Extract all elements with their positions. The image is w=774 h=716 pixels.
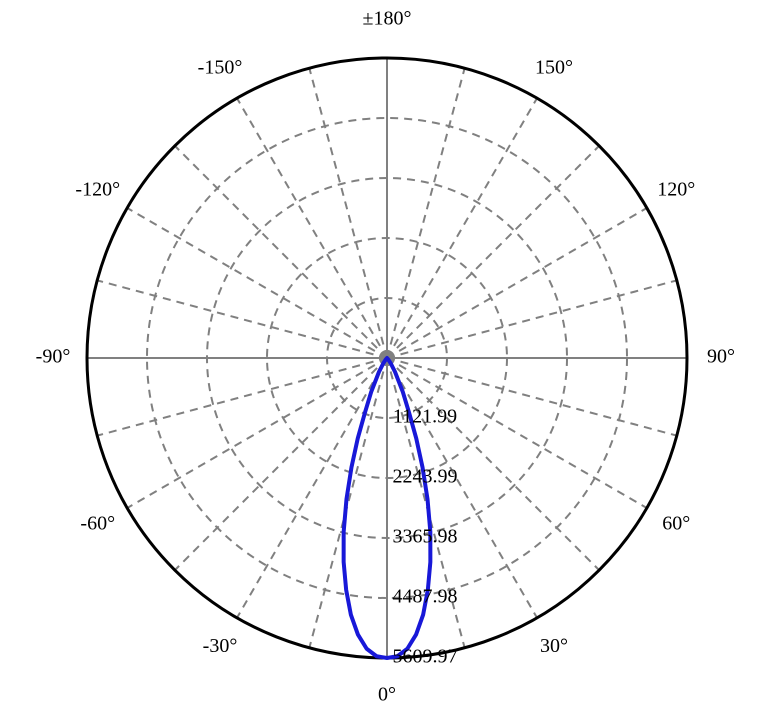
angle-tick-label: 30°: [540, 635, 568, 657]
angle-tick-label: 90°: [707, 346, 735, 368]
angle-tick-label: -150°: [198, 56, 243, 78]
angle-tick-label: -120°: [75, 179, 120, 201]
angle-tick-label: 120°: [657, 179, 695, 201]
radial-tick-label: 1121.99: [393, 406, 457, 428]
angle-tick-label: 0°: [378, 684, 396, 706]
radial-tick-label: 5609.97: [393, 646, 458, 668]
radial-tick-labels: 1121.99 2243.99 3365.98 4487.98 5609.97: [393, 406, 458, 668]
angle-tick-label: -30°: [203, 635, 238, 657]
radial-tick-label: 3365.98: [393, 526, 458, 548]
angle-tick-label: 60°: [662, 513, 690, 535]
angle-tick-label: ±180°: [363, 8, 412, 30]
angle-tick-label: -90°: [36, 346, 71, 368]
radial-tick-label: 4487.98: [393, 586, 458, 608]
radial-tick-label: 2243.99: [393, 466, 458, 488]
polar-chart: 1121.99 2243.99 3365.98 4487.98 5609.97 0° 30…: [0, 0, 774, 716]
angle-tick-label: 150°: [535, 56, 573, 78]
angle-tick-label: -60°: [80, 513, 115, 535]
